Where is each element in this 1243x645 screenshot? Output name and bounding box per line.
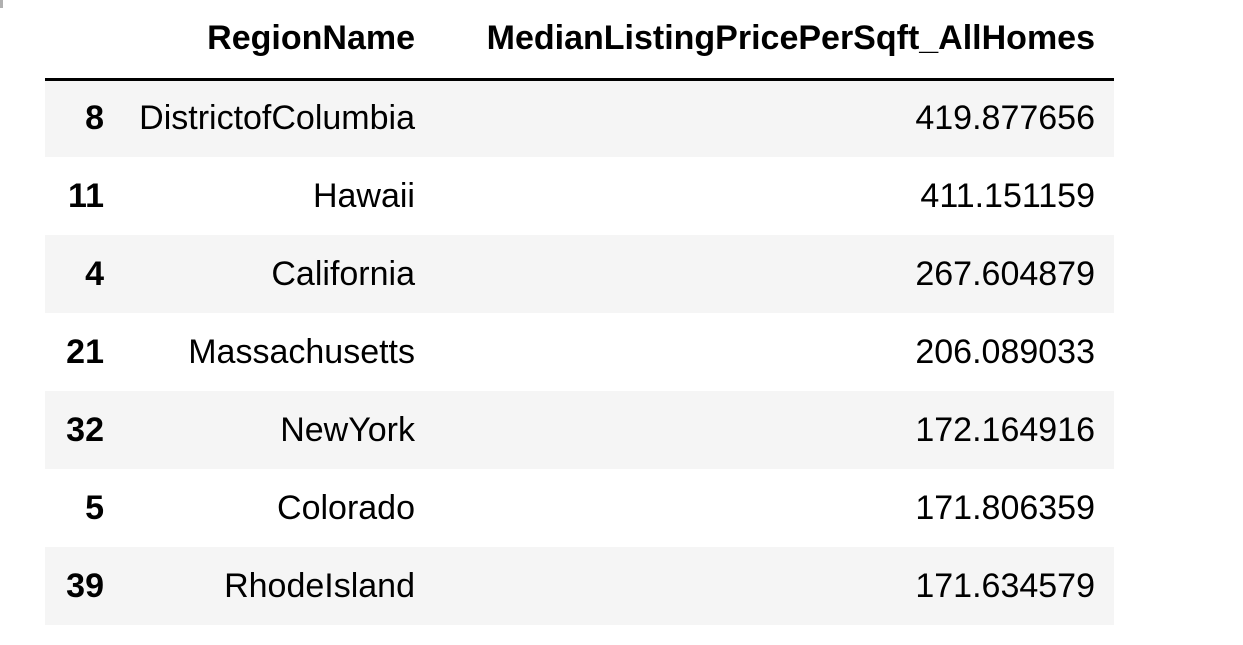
header-row: RegionName MedianListingPricePerSqft_All… bbox=[45, 0, 1114, 81]
table-row: 5 Colorado 171.806359 bbox=[45, 469, 1114, 547]
region-name-cell: DistrictofColumbia bbox=[139, 99, 415, 138]
cell-edge-marker bbox=[0, 0, 3, 8]
column-header-region-name: RegionName bbox=[123, 0, 434, 81]
table-row: 39 RhodeIsland 171.634579 bbox=[45, 547, 1114, 625]
region-name-cell: Hawaii bbox=[312, 176, 415, 215]
row-index: 8 bbox=[85, 99, 104, 138]
dataframe-table: RegionName MedianListingPricePerSqft_All… bbox=[45, 0, 1114, 625]
table-header: RegionName MedianListingPricePerSqft_All… bbox=[45, 0, 1114, 81]
table-row: 21 Massachusetts 206.089033 bbox=[45, 313, 1114, 391]
row-index: 11 bbox=[68, 176, 104, 215]
row-index: 21 bbox=[66, 332, 104, 371]
price-cell: 171.806359 bbox=[915, 488, 1095, 527]
price-cell: 171.634579 bbox=[915, 566, 1095, 605]
row-index: 39 bbox=[66, 566, 104, 605]
region-name-cell: Massachusetts bbox=[188, 332, 415, 371]
region-name-cell: NewYork bbox=[280, 410, 415, 449]
column-header-median-listing-price: MedianListingPricePerSqft_AllHomes bbox=[434, 0, 1114, 81]
region-name-cell: RhodeIsland bbox=[224, 566, 415, 605]
row-index: 32 bbox=[66, 410, 104, 449]
price-cell: 411.151159 bbox=[920, 176, 1095, 215]
region-name-cell: California bbox=[271, 254, 415, 293]
table-row: 4 California 267.604879 bbox=[45, 235, 1114, 313]
table-body: 8 DistrictofColumbia 419.877656 11 Hawai… bbox=[45, 79, 1114, 625]
price-cell: 172.164916 bbox=[915, 410, 1095, 449]
row-index: 5 bbox=[85, 488, 104, 527]
table-row: 11 Hawaii 411.151159 bbox=[45, 157, 1114, 235]
region-name-cell: Colorado bbox=[277, 488, 415, 527]
price-cell: 267.604879 bbox=[915, 254, 1095, 293]
price-cell: 419.877656 bbox=[915, 99, 1095, 138]
table-row: 8 DistrictofColumbia 419.877656 bbox=[45, 79, 1114, 157]
price-cell: 206.089033 bbox=[915, 332, 1095, 371]
index-header bbox=[45, 0, 123, 81]
row-index: 4 bbox=[85, 254, 104, 293]
table-row: 32 NewYork 172.164916 bbox=[45, 391, 1114, 469]
